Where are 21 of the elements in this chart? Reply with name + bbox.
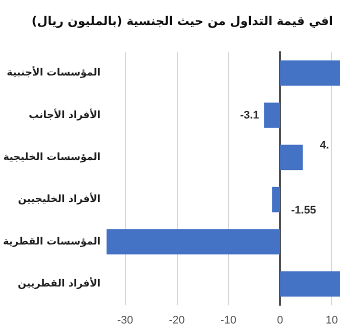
bar — [264, 102, 280, 128]
bar — [272, 186, 280, 212]
x-tick-label: -10 — [220, 314, 236, 326]
y-tick-label: المؤسسات القطرية — [2, 236, 101, 248]
data-label: 4. — [320, 139, 330, 152]
bar — [280, 271, 340, 297]
y-tick-label: الأفراد الأجانب — [28, 108, 101, 121]
chart-title: افي قيمة التداول من حيث الجنسية (بالمليون ريال) — [32, 14, 334, 28]
y-tick-label: المؤسسات الأجنبية — [6, 66, 101, 79]
x-tick-label: -30 — [117, 314, 134, 326]
bar — [106, 229, 280, 254]
x-tick-label: 0 — [277, 314, 284, 326]
x-tick-label: 10 — [326, 314, 338, 326]
x-tick-label: -20 — [168, 314, 185, 326]
y-tick-label: الأفراد الخليجيين — [18, 192, 101, 206]
data-label: -3.1 — [240, 109, 260, 122]
y-tick-label: المؤسسات الخليجية — [3, 152, 101, 163]
bar — [280, 60, 340, 86]
bar — [280, 144, 303, 170]
data-label: -1.55 — [291, 204, 316, 217]
y-tick-label: الأفراد القطريين — [18, 276, 101, 290]
